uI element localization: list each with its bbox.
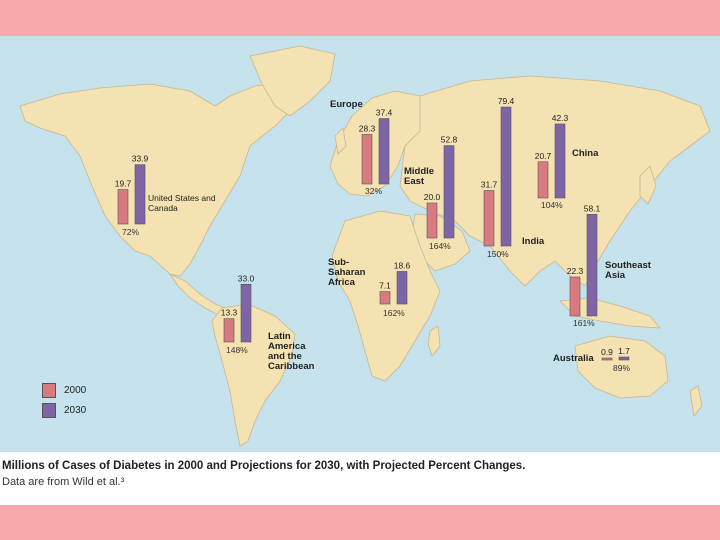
bar-value-2030-india: 79.4	[498, 96, 515, 106]
bar-2000-us-canada	[117, 189, 129, 225]
bar-value-2030-latin-america: 33.0	[238, 273, 255, 283]
caption: Millions of Cases of Diabetes in 2000 an…	[0, 458, 720, 490]
region-label-india: India	[522, 236, 545, 247]
pct-us-canada: 72%	[122, 227, 140, 237]
land-japan	[639, 165, 657, 205]
bar-value-2000-us-canada: 19.7	[115, 179, 132, 189]
bar-value-2000-china: 20.7	[535, 151, 552, 161]
land-north-america	[19, 80, 301, 277]
bar-value-2030-us-canada: 33.9	[132, 154, 149, 164]
bar-value-2000-middle-east: 20.0	[424, 192, 441, 202]
region-label-europe: Europe	[330, 99, 363, 110]
legend-swatch-2000	[42, 382, 56, 398]
region-label-australia: Australia	[553, 353, 594, 364]
bar-value-2030-middle-east: 52.8	[441, 135, 458, 145]
bar-2000-latin-america	[223, 318, 235, 343]
figure: 19.7 33.9 28.3 37.4 20.0 52.8 31.7 79.4 20.7 42.3…	[0, 36, 720, 505]
caption-title: Millions of Cases of Diabetes in 2000 an…	[2, 460, 526, 472]
bar-2030-latin-america	[240, 283, 252, 343]
bar-value-2030-europe: 37.4	[376, 108, 393, 118]
bar-2030-australia	[618, 356, 630, 361]
land-madagascar	[427, 325, 441, 357]
caption-source: Data are from Wild et al.³	[2, 476, 125, 488]
bar-2000-india	[483, 190, 495, 247]
map-land-svg: 19.7 33.9 28.337.4 20.0 52.8 31.7 79.4 20.7 42.3…	[19, 45, 711, 447]
region-label-southeast-asia: Southeast Asia	[605, 260, 651, 281]
land-greenland	[249, 45, 336, 117]
bar-2000-china	[537, 161, 549, 199]
pct-china: 104%	[541, 200, 563, 210]
bar-value-2030-sub-saharan-africa: 18.6	[394, 260, 411, 270]
bar-value-2030-china: 42.3	[552, 113, 569, 123]
bar-value-2000-southeast-asia: 22.3	[567, 266, 584, 276]
bar-2030-china	[554, 123, 566, 199]
bar-value-2000-india: 31.7	[481, 180, 498, 190]
bars-group: 19.7 33.9 28.337.4 20.0 52.8 31.7 79.4 20.7 42.3…	[115, 96, 630, 361]
pct-sub-saharan-africa: 162%	[383, 308, 405, 318]
legend-item-2000: 2000	[42, 380, 86, 400]
region-label-us-canada: United States and Canada	[148, 193, 216, 213]
pct-europe: 32%	[365, 186, 383, 196]
pct-latin-america: 148%	[226, 345, 248, 355]
bar-value-2000-australia: 0.9	[601, 347, 613, 357]
bar-2030-india	[500, 106, 512, 247]
bar-value-2000-europe: 28.3	[359, 123, 376, 133]
region-label-latin-america: Latin America and the Caribbean	[268, 331, 315, 372]
slide-bottom-band	[0, 505, 720, 540]
bar-value-2000-sub-saharan-africa: 7.1	[379, 281, 391, 291]
world-map: 19.7 33.9 28.3 37.4 20.0 52.8 31.7 79.4 20.7 42.3…	[0, 36, 720, 452]
bar-2030-sub-saharan-africa	[396, 271, 408, 305]
bar-2000-europe	[361, 134, 373, 185]
bar-2000-middle-east	[426, 202, 438, 239]
bar-2000-australia	[601, 357, 613, 361]
bar-2030-middle-east	[443, 145, 455, 239]
pct-middle-east: 164%	[429, 241, 451, 251]
legend-label-2030: 2030	[64, 404, 87, 416]
land-australia	[574, 335, 669, 399]
legend: 2000 2030	[42, 380, 86, 420]
land-indonesia	[559, 297, 661, 329]
legend-item-2030: 2030	[42, 400, 86, 420]
pct-india: 150%	[487, 249, 509, 259]
region-label-middle-east: Middle East	[404, 166, 435, 187]
legend-swatch-2030	[42, 402, 56, 418]
bar-value-2000-latin-america: 13.3	[221, 308, 238, 318]
bar-2030-southeast-asia	[586, 214, 598, 317]
region-label-china: China	[572, 148, 599, 159]
bar-2030-us-canada	[134, 164, 146, 225]
pct-australia: 89%	[613, 363, 631, 373]
legend-label-2000: 2000	[64, 384, 87, 396]
land-new-zealand	[689, 385, 703, 417]
region-label-sub-saharan-africa: Sub-Saharan Africa	[328, 257, 366, 288]
land-central-america	[168, 273, 226, 317]
bar-2000-southeast-asia	[569, 276, 581, 317]
bar-2030-europe	[378, 118, 390, 185]
land-uk	[334, 127, 347, 155]
pct-southeast-asia: 161%	[573, 318, 595, 328]
bar-value-2030-southeast-asia: 58.1	[584, 203, 601, 213]
bar-2000-sub-saharan-africa	[379, 291, 391, 305]
slide-top-band	[0, 0, 720, 36]
bar-value-2030-australia: 1.7	[618, 346, 630, 356]
